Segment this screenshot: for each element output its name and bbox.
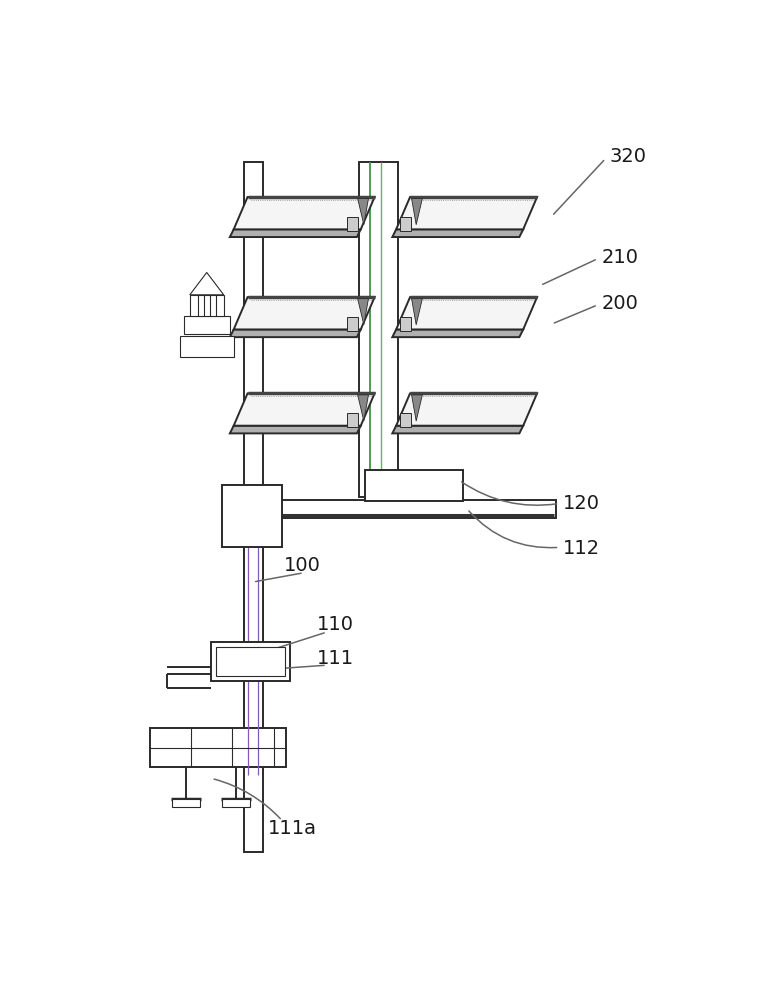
Polygon shape (412, 199, 422, 225)
Bar (222, 799, 250, 807)
Polygon shape (230, 329, 361, 337)
Text: 100: 100 (283, 556, 321, 575)
Polygon shape (393, 426, 523, 433)
Bar (183, 316, 230, 334)
Text: 112: 112 (563, 539, 601, 558)
Polygon shape (234, 393, 374, 426)
Bar (365, 470, 463, 501)
Bar (150, 728, 286, 767)
Bar (216, 647, 285, 676)
Bar (347, 317, 358, 331)
Bar (359, 162, 398, 497)
Bar (222, 485, 282, 547)
Text: 110: 110 (317, 615, 354, 634)
Polygon shape (234, 297, 374, 329)
Polygon shape (234, 197, 374, 229)
Polygon shape (393, 229, 523, 237)
Text: 320: 320 (610, 147, 646, 166)
Bar (180, 336, 234, 357)
Bar (400, 317, 411, 331)
Text: 200: 200 (602, 294, 639, 313)
Bar (347, 413, 358, 427)
Bar (400, 217, 411, 231)
Polygon shape (230, 426, 361, 433)
Bar (244, 162, 263, 852)
Text: 210: 210 (602, 248, 639, 267)
Polygon shape (358, 199, 368, 225)
Polygon shape (358, 299, 368, 325)
Polygon shape (230, 229, 361, 237)
Polygon shape (397, 197, 537, 229)
Text: 111: 111 (317, 650, 354, 668)
Bar (225, 500, 555, 518)
Text: 111a: 111a (268, 819, 317, 838)
Polygon shape (397, 297, 537, 329)
Polygon shape (397, 393, 537, 426)
Bar (172, 799, 200, 807)
Polygon shape (358, 395, 368, 421)
Polygon shape (189, 272, 224, 295)
Polygon shape (412, 395, 422, 421)
Polygon shape (412, 299, 422, 325)
Text: 120: 120 (563, 494, 601, 513)
Bar (244, 544, 263, 644)
Bar (347, 217, 358, 231)
Bar (189, 295, 224, 316)
Bar (400, 413, 411, 427)
Polygon shape (393, 329, 523, 337)
Bar (212, 642, 290, 681)
